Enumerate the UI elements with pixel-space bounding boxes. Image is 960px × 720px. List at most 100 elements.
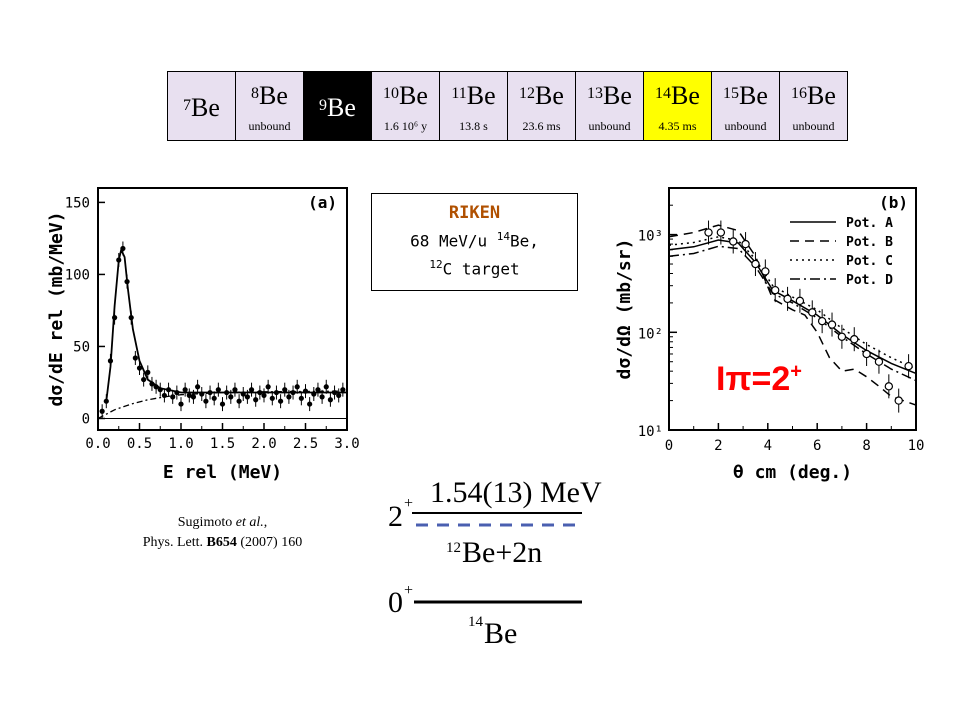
data-point-a [269, 391, 275, 406]
isotope-cell-11be: 11Be 13.8 s [440, 72, 508, 140]
isotope-halflife: 4.35 ms [658, 119, 697, 133]
data-point-a [323, 379, 329, 394]
marker-a [273, 389, 280, 396]
threshold-label: Be+2n [462, 536, 542, 569]
isotope-symbol: 12Be [519, 81, 564, 110]
marker-b [808, 308, 817, 317]
data-point-a [331, 385, 338, 400]
marker-a [141, 376, 147, 383]
marker-a [286, 394, 292, 400]
data-point-b [729, 229, 738, 254]
data-point-b [771, 278, 780, 303]
isotope-symbol: 7Be [183, 93, 220, 122]
marker-a [319, 394, 325, 400]
data-point-b [817, 309, 827, 334]
isotope-symbol: 14Be [655, 81, 700, 110]
marker-b [850, 335, 859, 344]
marker-a [236, 398, 242, 404]
data-point-a [311, 386, 317, 401]
marker-a [232, 387, 238, 393]
isotope-halflife: 1.6 10⁶ y [383, 119, 428, 133]
marker-a [298, 395, 304, 401]
data-point-a [211, 391, 217, 406]
data-point-a [315, 382, 321, 397]
ground-label: Be [484, 617, 517, 650]
data-point-a [224, 385, 230, 400]
marker-a [199, 391, 205, 397]
series-line-b-3 [668, 245, 917, 382]
data-point-a [112, 310, 118, 325]
x-tick-label-b: 8 [862, 438, 870, 454]
isotope-cell-12be: 12Be 23.6 ms [508, 72, 576, 140]
marker-a [190, 394, 197, 400]
marker-a [294, 384, 300, 390]
y-axis-label-b: dσ/dΩ (mb/sr) [614, 239, 635, 380]
marker-b [904, 361, 913, 371]
marker-a [174, 389, 180, 396]
data-point-b [874, 349, 884, 374]
data-point-a [253, 392, 259, 407]
marker-b [894, 396, 903, 405]
y-tick-label-a: 50 [73, 339, 90, 355]
isotope-cell-7be: 7Be [168, 72, 236, 140]
marker-b [783, 294, 792, 304]
isotope-halflife: unbound [588, 119, 631, 133]
series-line-b-0 [668, 239, 917, 375]
marker-a [170, 394, 176, 400]
isotope-symbol: 16Be [791, 81, 836, 110]
data-point-a [132, 350, 138, 365]
data-point-b [904, 354, 913, 379]
data-point-a [261, 388, 267, 403]
data-point-a [298, 391, 304, 406]
isotope-symbol: 15Be [723, 81, 768, 110]
data-point-a [128, 310, 134, 325]
series-line-b-2 [668, 236, 917, 370]
data-point-a [182, 382, 188, 397]
panel-label-b: (b) [879, 193, 908, 212]
marker-a [244, 394, 250, 400]
data-point-a [302, 384, 309, 399]
ground-spin: 0 [388, 586, 403, 619]
marker-a [215, 387, 221, 393]
data-point-a [319, 389, 325, 404]
data-point-a [165, 382, 172, 397]
marker-a [182, 387, 188, 393]
riken-info-box: RIKEN 68 MeV/u 14Be, 12C target [371, 193, 578, 291]
data-point-a [290, 385, 296, 400]
x-tick-label-a: 2.0 [251, 436, 276, 452]
marker-a [219, 401, 226, 407]
isotope-symbol: 10Be [383, 81, 428, 110]
data-point-a [161, 388, 167, 403]
marker-b [837, 332, 847, 341]
marker-a [315, 387, 321, 393]
data-point-b [884, 374, 894, 399]
data-point-a [136, 361, 143, 376]
y-tick-label-a: 100 [65, 267, 90, 283]
isotope-symbol: 8Be [251, 81, 288, 110]
marker-a [290, 389, 296, 396]
y-tick-label-b: 10² [638, 326, 663, 342]
marker-a [203, 398, 209, 404]
data-point-a [170, 389, 176, 404]
marker-a [165, 387, 172, 393]
data-point-a [307, 397, 313, 412]
isotope-halflife: 13.8 s [459, 119, 488, 133]
x-tick-label-b: 0 [665, 438, 673, 454]
data-point-a [207, 385, 213, 400]
x-tick-label-a: 1.5 [210, 436, 235, 452]
marker-a [161, 392, 167, 399]
y-tick-label-a: 150 [65, 195, 90, 211]
riken-beam: 68 MeV/u 14Be, [410, 230, 539, 251]
marker-b [761, 267, 770, 276]
marker-a [211, 395, 217, 401]
data-point-a [174, 385, 180, 400]
data-point-b [837, 324, 847, 349]
isotope-halflife: unbound [792, 119, 835, 133]
data-point-b [894, 388, 903, 413]
y-tick-label-a: 0 [82, 411, 90, 427]
data-point-a [232, 382, 238, 397]
x-tick-label-b: 2 [714, 438, 722, 454]
marker-a [257, 389, 263, 396]
isotope-cell-8be: 8Be unbound [236, 72, 304, 140]
threshold-mass: 12 [446, 540, 461, 556]
